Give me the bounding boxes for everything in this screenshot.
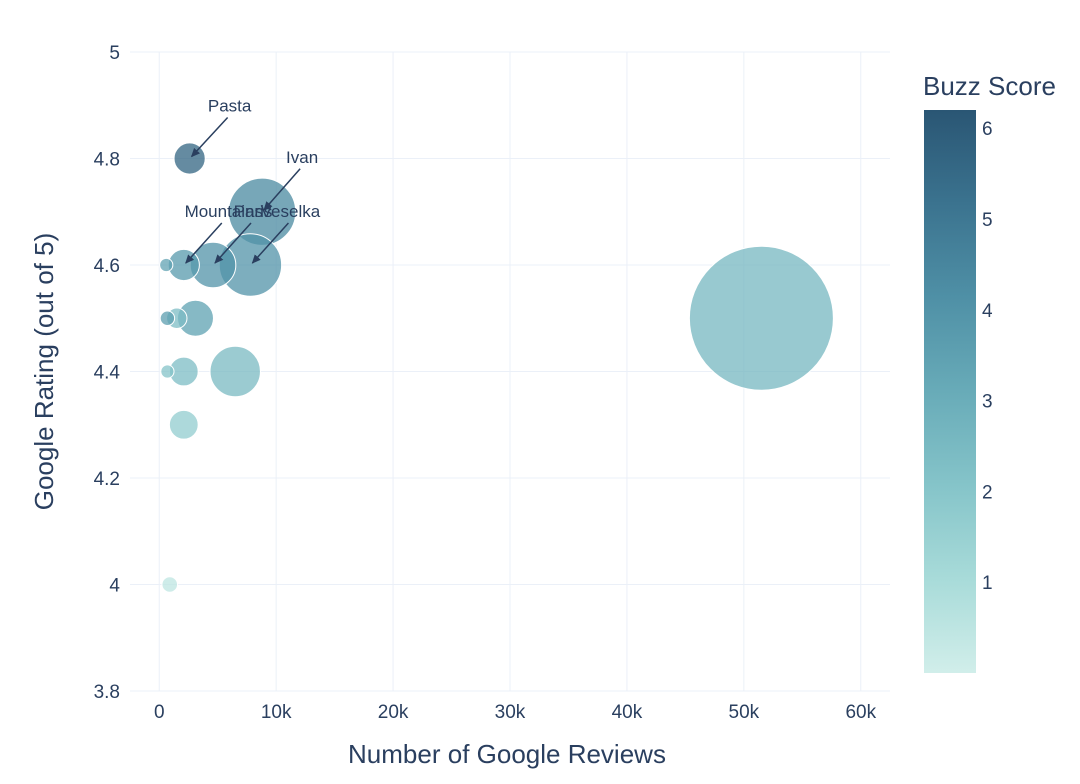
colorbar-ticks: 1 2 3 4 5 6: [982, 119, 993, 594]
annotation-arrow: [185, 222, 223, 264]
annotation-arrow: [251, 222, 289, 264]
colorbar-gradient: [924, 110, 976, 673]
y-tick-label: 4.4: [94, 363, 121, 384]
bubble-point[interactable]: [168, 409, 199, 440]
bubble-point[interactable]: [161, 576, 179, 593]
colorbar-tick-label: 2: [982, 482, 993, 503]
bubble-point[interactable]: [160, 364, 175, 379]
bubble-point[interactable]: [209, 345, 261, 398]
colorbar-tick-label: 5: [982, 210, 993, 231]
x-tick-label: 50k: [729, 702, 760, 723]
colorbar-tick-label: 6: [982, 119, 993, 140]
colorbar-tick-label: 3: [982, 392, 993, 413]
bubble-point[interactable]: [159, 257, 174, 273]
annotation-label: Pasta: [208, 97, 252, 116]
x-tick-label: 20k: [378, 702, 409, 723]
x-axis-ticks: 0 10k 20k 30k 40k 50k 60k: [154, 702, 877, 723]
annotation-label: Mountains: [185, 202, 263, 221]
bubble-point[interactable]: [688, 245, 834, 391]
x-tick-label: 60k: [845, 702, 876, 723]
x-tick-label: 40k: [612, 702, 643, 723]
annotation-arrow: [190, 116, 229, 158]
colorbar: Buzz Score 1 2 3 4 5 6: [923, 71, 1056, 673]
x-tick-label: 0: [154, 702, 165, 723]
bubble-point[interactable]: [159, 310, 176, 326]
y-axis-title: Google Rating (out of 5): [29, 233, 59, 511]
y-tick-label: 4.6: [94, 256, 120, 277]
annotation-label: Ivan: [286, 148, 318, 167]
annotation-label: Veselka: [261, 202, 321, 221]
x-axis-title: Number of Google Reviews: [348, 739, 666, 769]
y-axis-ticks: 3.8 4 4.2 4.4 4.6 4.8 5: [94, 43, 121, 703]
colorbar-tick-label: 1: [982, 573, 993, 594]
y-tick-label: 4: [109, 576, 120, 597]
colorbar-title: Buzz Score: [923, 71, 1056, 101]
annotation-label: Paris: [234, 202, 273, 221]
x-tick-label: 30k: [495, 702, 526, 723]
annotation-arrow: [263, 168, 301, 211]
y-tick-label: 4.2: [94, 469, 120, 490]
colorbar-tick-label: 4: [982, 301, 993, 322]
y-tick-label: 3.8: [94, 682, 120, 703]
x-tick-label: 10k: [261, 702, 292, 723]
y-tick-label: 5: [109, 43, 120, 64]
annotation-arrow: [214, 222, 252, 264]
y-tick-label: 4.8: [94, 150, 120, 171]
